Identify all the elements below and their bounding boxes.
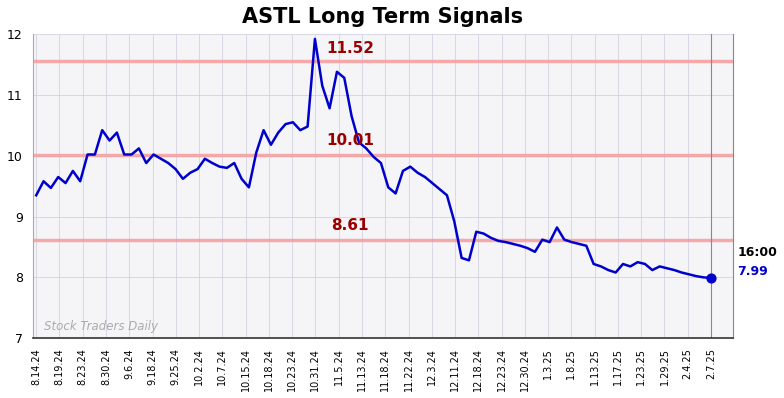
Text: 16:00: 16:00 (737, 246, 777, 259)
Text: 8.61: 8.61 (332, 218, 368, 233)
Text: Stock Traders Daily: Stock Traders Daily (44, 320, 158, 334)
Title: ASTL Long Term Signals: ASTL Long Term Signals (242, 7, 524, 27)
Point (705, 275, 717, 281)
Text: 10.01: 10.01 (326, 133, 374, 148)
Text: 7.99: 7.99 (737, 265, 768, 278)
Text: 11.52: 11.52 (326, 41, 374, 56)
